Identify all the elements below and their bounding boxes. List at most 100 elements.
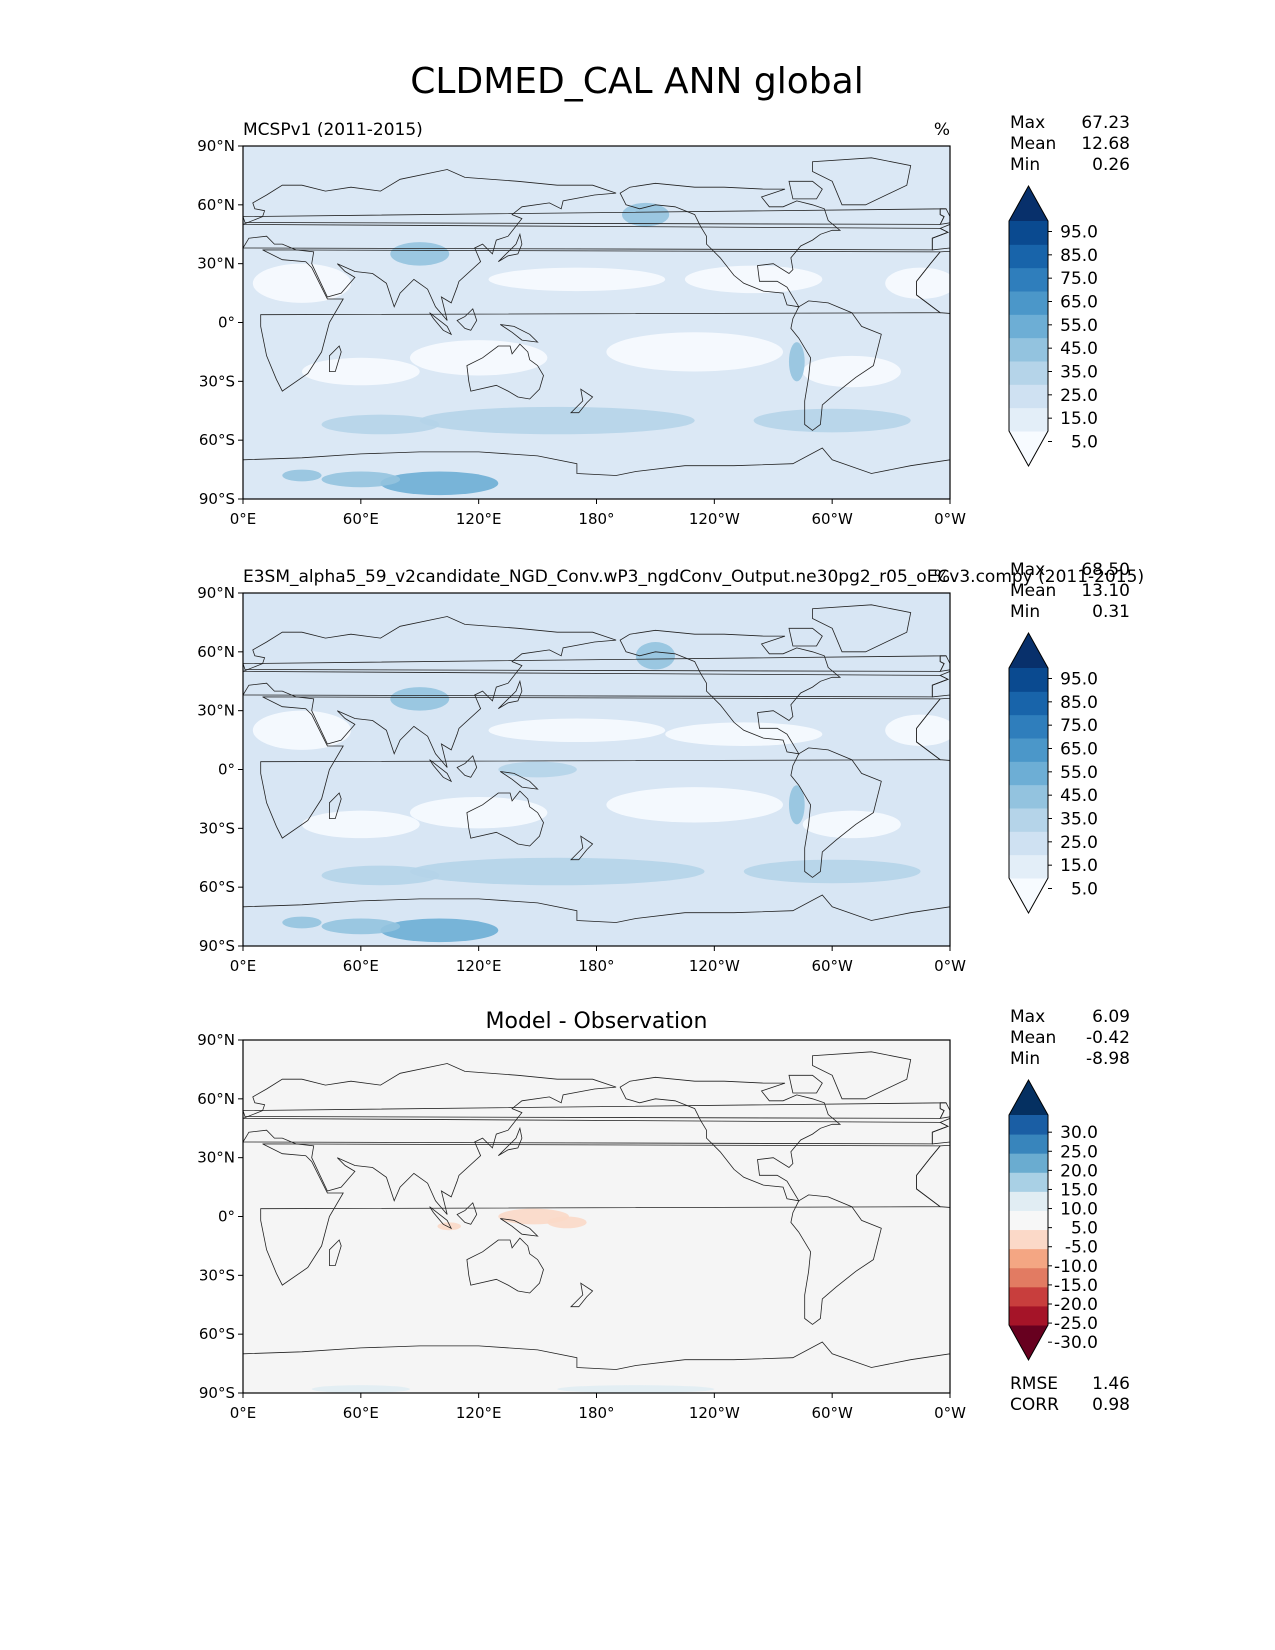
- stat-label-mean: Mean: [1010, 581, 1056, 601]
- field-feature: [635, 642, 676, 670]
- stat-label-min: Min: [1010, 1049, 1040, 1069]
- field-feature: [282, 469, 322, 482]
- colorbar-tick-label: 25.0: [1060, 386, 1098, 406]
- field-feature: [282, 916, 322, 929]
- coastline-borneo: [1164, 756, 1184, 778]
- field-feature: [802, 355, 901, 388]
- coastline-sumatra: [429, 759, 453, 783]
- lon-tick-label: 60°E: [343, 510, 379, 528]
- colorbar-segment: [1009, 1210, 1048, 1231]
- coastline-southamerica: [790, 300, 882, 431]
- lon-tick-label: 60°W: [811, 510, 853, 528]
- colorbar-tick-label: 35.0: [1060, 810, 1098, 830]
- lon-tick-label: 120°W: [689, 1404, 740, 1422]
- lat-tick-label: 60°S: [199, 878, 235, 896]
- colorbar-tick-label: 5.0: [1071, 433, 1098, 453]
- panels-group: 90°N 60°N 30°N 0° 30°S 60°S 90°S 0°E 60°E 120°E 18…: [197, 113, 1229, 1422]
- coastline-borneo: [1164, 1203, 1184, 1225]
- coastline-newzealand: [570, 835, 594, 861]
- field-feature: [788, 342, 805, 382]
- colorbar-extend-high: [1009, 186, 1048, 221]
- colorbar-extend-high: [1009, 633, 1048, 668]
- stat-value-min: 0.31: [1092, 602, 1130, 622]
- colorbar-segment: [1009, 1229, 1048, 1250]
- colorbar-segment: [1009, 808, 1048, 832]
- field-feature: [788, 785, 805, 825]
- colorbar-segment: [1009, 337, 1048, 362]
- field-feature: [606, 787, 784, 823]
- colorbar-tick-label: 65.0: [1060, 293, 1098, 313]
- field-feature: [252, 263, 352, 303]
- panel-title-left: E3SM_alpha5_59_v2candidate_NGD_Conv.wP3_…: [243, 567, 1144, 587]
- coastline-eurasia: [243, 1063, 949, 1215]
- coastline-antarctica: [949, 459, 950, 499]
- coastline-uk: [939, 208, 950, 225]
- coastline-antarctica: [243, 894, 950, 946]
- colorbar-tick-label: 65.0: [1060, 740, 1098, 760]
- panel-title-left: MCSPv1 (2011-2015): [243, 120, 423, 140]
- stat-label-mean: Mean: [1010, 1028, 1056, 1048]
- colorbar-tick-label: 30.0: [1060, 1123, 1098, 1143]
- lon-tick-label: 60°E: [343, 1404, 379, 1422]
- coastline-greenland: [812, 1051, 912, 1100]
- stat-value-max: 68.50: [1081, 560, 1130, 580]
- colorbar-tick-label: 20.0: [1060, 1161, 1098, 1181]
- coastline-eurasia: [243, 616, 949, 768]
- coastline-baffin: [788, 627, 823, 647]
- footer-stat-label-corr: CORR: [1010, 1395, 1059, 1415]
- colorbar-outline: [1008, 1078, 1049, 1362]
- colorbar-segment: [1009, 1286, 1048, 1307]
- colorbar-tick-label: 55.0: [1060, 316, 1098, 336]
- colorbar: 95.0 85.0 75.0 65.0 55.0 45.0 35.0 25.0 15.0 5.0: [1008, 631, 1098, 915]
- coastline-sumatra: [429, 1206, 453, 1230]
- colorbar-tick-label: 85.0: [1060, 246, 1098, 266]
- coastline-africa: [260, 1143, 942, 1286]
- coastline-japan: [1205, 1128, 1229, 1155]
- field-feature: [557, 1385, 715, 1393]
- field-feature: [321, 414, 440, 435]
- coastline-sumatra: [1137, 1207, 1159, 1229]
- lon-tick-label: 120°W: [689, 510, 740, 528]
- figure-title: CLDMED_CAL ANN global: [410, 61, 863, 102]
- colorbar-segment: [1009, 668, 1048, 692]
- field-feature: [321, 918, 401, 935]
- colorbar-tick-label: 75.0: [1060, 716, 1098, 736]
- map-background: [243, 1040, 950, 1393]
- coastline-greenland: [812, 604, 912, 653]
- field-feature: [311, 1385, 410, 1393]
- field-feature: [419, 406, 695, 435]
- map-panel-1: 90°N 60°N 30°N 0° 30°S 60°S 90°S 0°E 60°E 120°E 18…: [197, 113, 1159, 528]
- colorbar-segment: [1009, 691, 1048, 716]
- colorbar-tick-label: 55.0: [1060, 763, 1098, 783]
- field-feature: [301, 357, 420, 386]
- coastline-uk: [939, 1102, 950, 1119]
- field-feature: [547, 1216, 587, 1229]
- stat-value-mean: -0.42: [1086, 1028, 1130, 1048]
- coastline-borneo: [456, 755, 478, 778]
- coastline-northamerica: [619, 1076, 842, 1202]
- colorbar-extend-low: [1009, 878, 1048, 913]
- coastline-newzealand: [570, 1282, 594, 1308]
- colorbar-segment: [1009, 714, 1048, 739]
- lat-tick-label: 60°N: [197, 196, 235, 214]
- stat-value-max: 67.23: [1081, 113, 1130, 133]
- coastline-baffin: [788, 1074, 823, 1094]
- colorbar-extend-high: [1009, 1080, 1048, 1115]
- colorbar-tick-label: 95.0: [1060, 670, 1098, 690]
- lon-tick-label: 180°: [578, 510, 614, 528]
- stat-label-max: Max: [1010, 1007, 1045, 1027]
- coastline-japan: [498, 232, 523, 263]
- stat-label-min: Min: [1010, 602, 1040, 622]
- lon-tick-label: 120°E: [456, 1404, 502, 1422]
- map-background: [243, 593, 950, 946]
- field-feature: [321, 865, 440, 886]
- stat-label-min: Min: [1010, 155, 1040, 175]
- field-feature: [665, 722, 823, 746]
- coastline-newguinea: [500, 1218, 539, 1237]
- coastline-madagascar: [329, 345, 342, 372]
- colorbar-tick-label: 25.0: [1060, 1142, 1098, 1162]
- coastline-northamerica: [619, 629, 842, 755]
- coastline-sumatra: [1137, 313, 1159, 335]
